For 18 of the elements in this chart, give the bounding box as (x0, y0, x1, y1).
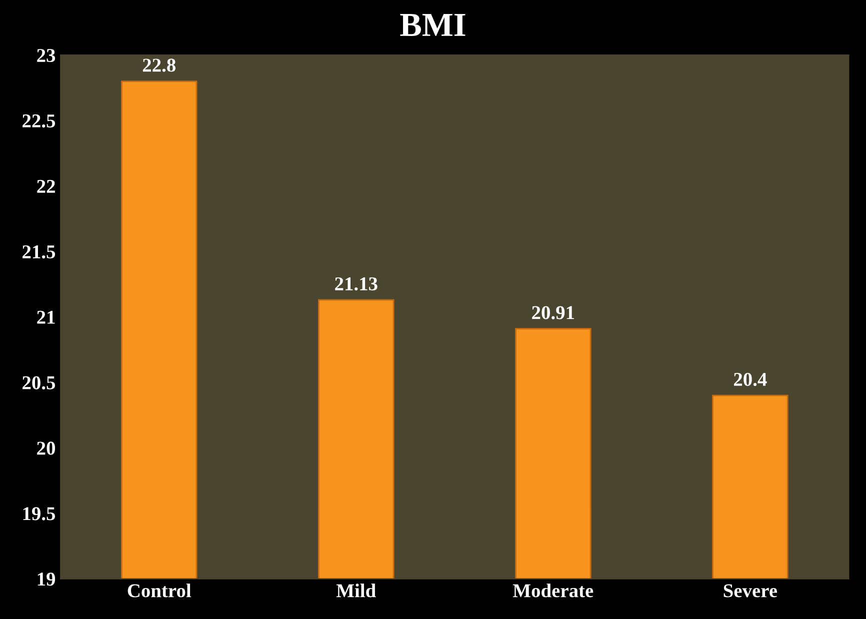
x-tick-label: Severe (724, 584, 778, 598)
y-tick-label: 22.5 (22, 114, 56, 128)
y-tick-label: 22 (37, 180, 55, 193)
y-tick-label: 20 (37, 442, 56, 455)
x-tick-label: Moderate (513, 584, 594, 598)
chart-title: BMI (400, 14, 466, 36)
y-tick-label: 23 (37, 48, 56, 62)
y-tick-label: 19.5 (23, 507, 56, 520)
y-tick-label: 19 (38, 572, 56, 586)
data-label: 22.8 (142, 58, 176, 72)
data-label: 20.4 (734, 372, 767, 386)
x-tick-label: Mild (336, 584, 376, 598)
y-tick-label: 20.5 (22, 376, 56, 390)
x-tick-label: Control (128, 584, 192, 598)
y-tick-label: 21.5 (22, 245, 56, 258)
data-label: 20.91 (532, 306, 574, 320)
y-tick-label: 21 (37, 310, 55, 324)
data-label: 21.13 (335, 277, 378, 290)
